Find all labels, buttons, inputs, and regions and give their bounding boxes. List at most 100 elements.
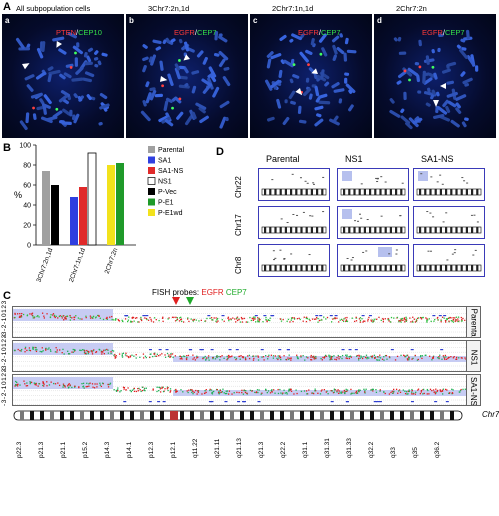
ideogram-band (310, 411, 314, 420)
cnv-probe-point (454, 320, 456, 322)
cnv-probe-point (79, 349, 81, 351)
cnv-probe-point (126, 320, 129, 323)
cnv-probe-point (382, 319, 385, 321)
cnv-probe-point (255, 391, 258, 393)
cnv-mark (439, 174, 442, 176)
cnv-mark (432, 216, 435, 218)
x-tick-label: 2Chr7:2n (104, 247, 120, 275)
cnv-probe-point (364, 390, 366, 392)
chromosome (94, 63, 99, 68)
cnv-probe-point (226, 355, 228, 358)
cnv-probe-point (381, 358, 384, 360)
mini-ideogram (416, 188, 482, 196)
segment-mark (235, 349, 239, 351)
cnv-probe-point (348, 357, 350, 360)
cnv-mark (445, 212, 448, 214)
legend-swatch (148, 198, 155, 206)
probe-cep7-label: CEP7 (225, 288, 247, 297)
cnv-probe-point (216, 355, 218, 357)
fish-signal (292, 63, 296, 67)
ideogram-band (210, 411, 214, 420)
cnv-box (337, 168, 409, 201)
cnv-probe-point (242, 393, 245, 395)
cnv-probe-point (86, 351, 89, 353)
cnv-probe-point (53, 314, 56, 317)
cnv-probe-point (446, 389, 448, 391)
chromosome (74, 57, 78, 67)
deleted-region (173, 390, 468, 396)
y-tick-labels: -3-2-10123 (1, 368, 8, 406)
panel-d-column-header: NS1 (345, 154, 363, 164)
cnv-probe-point (133, 355, 135, 357)
cnv-probe-point (400, 319, 402, 321)
bar-p-vec (51, 185, 59, 245)
cnv-probe-point (74, 385, 76, 387)
segment-mark (361, 315, 365, 317)
cnv-probe-point (218, 393, 220, 395)
cnv-probe-point (145, 356, 147, 359)
cnv-probe-point (241, 391, 243, 394)
mini-band (450, 227, 453, 233)
chromosome (333, 115, 339, 122)
cnv-probe-point (32, 315, 34, 317)
cnv-probe-point (100, 385, 103, 388)
cnv-probe-point (206, 357, 208, 359)
ideogram-band (280, 411, 284, 420)
cnv-probe-point (370, 389, 372, 391)
band-label: q21.11 (214, 438, 221, 458)
cnv-probe-point (28, 347, 31, 349)
cnv-probe-point (300, 390, 303, 393)
cnv-probe-point (209, 389, 211, 392)
legend-label: Parental (158, 147, 185, 154)
cnv-probe-point (80, 349, 82, 352)
chromosome (99, 103, 110, 110)
cnv-probe-point (123, 386, 126, 389)
ideogram-band (300, 411, 304, 420)
chromosome (333, 88, 345, 93)
mini-band (476, 265, 479, 271)
cnv-probe-point (421, 317, 423, 319)
cnv-probe-point (296, 392, 298, 395)
cnv-probe-point (421, 355, 424, 357)
cnv-probe-point (52, 313, 55, 315)
mini-band (305, 265, 308, 271)
segment-mark (158, 349, 162, 351)
cnv-probe-point (192, 390, 194, 392)
cnv-mark (354, 220, 357, 222)
mini-band (374, 227, 377, 233)
cnv-probe-point (231, 393, 233, 395)
cnv-mark (476, 221, 479, 223)
cnv-probe-point (226, 392, 228, 395)
cnv-probe-point (380, 319, 382, 322)
cnv-probe-point (256, 389, 259, 391)
cnv-probe-point (241, 321, 244, 323)
chromosome (195, 102, 207, 110)
mini-band (358, 189, 361, 195)
cnv-probe-point (224, 392, 227, 395)
cnv-probe-point (310, 359, 312, 361)
cnv-probe-point (111, 318, 113, 321)
cnv-probe-point (169, 391, 171, 393)
cnv-probe-point (38, 316, 40, 318)
cnv-probe-point (441, 390, 444, 392)
cnv-probe-point (257, 355, 259, 357)
cnv-probe-point (281, 393, 284, 395)
cnv-probe-point (246, 392, 248, 395)
chromosome (266, 51, 274, 58)
cnv-probe-point (29, 313, 31, 315)
legend-swatch (148, 156, 155, 164)
segment-mark (438, 315, 442, 317)
cnv-probe-point (106, 316, 108, 319)
chromosome (90, 96, 96, 101)
segment-mark (257, 401, 261, 403)
cnv-probe-point (388, 320, 390, 322)
cnv-probe-point (315, 357, 317, 359)
cnv-probe-point (180, 318, 183, 320)
cnv-probe-point (153, 317, 156, 319)
cnv-probe-point (334, 317, 336, 320)
chromosome (84, 61, 93, 66)
cnv-probe-point (448, 392, 450, 394)
cnv-probe-point (290, 319, 292, 321)
segment-mark (376, 401, 380, 403)
cnv-probe-point (365, 356, 367, 359)
